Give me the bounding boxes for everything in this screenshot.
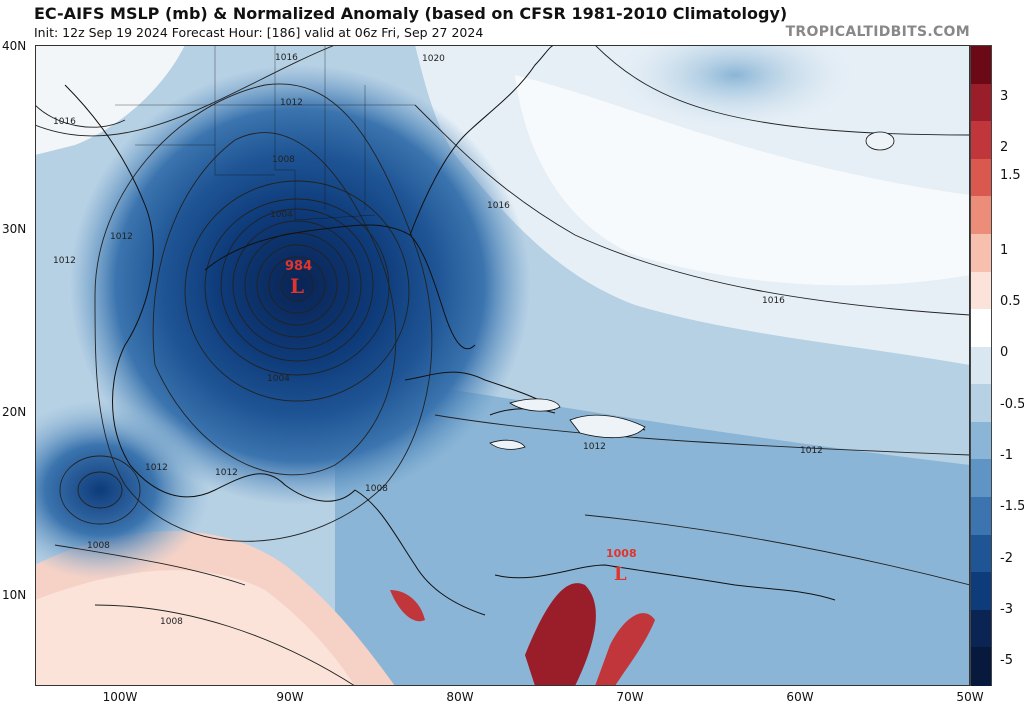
- colorbar-segment: [971, 459, 991, 499]
- lat-label-40n: 40N: [2, 39, 27, 53]
- contour-label: 1008: [272, 155, 295, 165]
- colorbar-segment: [971, 647, 991, 687]
- coastlines: [64, 45, 836, 616]
- anomaly-gulf-low: [70, 65, 530, 505]
- colorbar-segment: [971, 309, 991, 348]
- colorbar-segment: [971, 233, 991, 273]
- map-subtitle: Init: 12z Sep 19 2024 Forecast Hour: [18…: [34, 25, 484, 40]
- map-title: EC-AIFS MSLP (mb) & Normalized Anomaly (…: [34, 4, 788, 23]
- anomaly-ca-positive: [390, 590, 425, 622]
- lon-label-50w: 50W: [956, 690, 984, 704]
- contour-label: 1004: [270, 210, 293, 220]
- second-low-pressure: 1008: [606, 547, 637, 560]
- contour-label: 1008: [160, 617, 183, 627]
- contour-label: 1016: [53, 117, 76, 127]
- contour-label: 1012: [53, 256, 76, 266]
- mslp-anomaly-map: 1016 1012 1008 1004 1016 1012 1016 1012 …: [35, 45, 970, 686]
- contour-label: 1012: [215, 468, 238, 478]
- map-canvas: 1016 1012 1008 1004 1016 1012 1016 1012 …: [35, 45, 970, 686]
- lat-label-20n: 20N: [2, 405, 27, 419]
- colorbar-segment: [971, 271, 991, 311]
- contour-label: 1012: [583, 442, 606, 452]
- contour-label: 1004: [267, 374, 290, 384]
- contour-label: 1012: [280, 98, 303, 108]
- main-low-pressure: 984: [285, 259, 312, 274]
- lon-label-100w: 100W: [102, 690, 138, 704]
- colorbar-tick: 3: [1000, 89, 1009, 104]
- colorbar-segment: [971, 609, 991, 649]
- colorbar-segment: [971, 497, 991, 536]
- colorbar-segment: [971, 121, 991, 161]
- contour-label: 1008: [365, 484, 388, 494]
- anomaly-colorbar: [970, 45, 992, 687]
- colorbar-segment: [971, 572, 991, 612]
- colorbar-tick: -1.5: [1000, 499, 1024, 514]
- anomaly-pacific-white: [35, 570, 355, 686]
- lon-label-80w: 80W: [446, 690, 474, 704]
- colorbar-tick: 1: [1000, 243, 1009, 258]
- contour-label: 1012: [110, 232, 133, 242]
- anomaly-atlantic-white: [515, 75, 970, 286]
- lon-label-90w: 90W: [276, 690, 304, 704]
- state-borders: [115, 45, 415, 221]
- second-low-symbol: L: [614, 564, 627, 585]
- colorbar-segment: [971, 46, 991, 85]
- colorbar-segment: [971, 534, 991, 574]
- colorbar-tick: -3: [1000, 602, 1013, 617]
- colorbar-segment: [971, 83, 991, 123]
- contour-label: 1012: [800, 446, 823, 456]
- colorbar-tick: 1.5: [1000, 168, 1021, 183]
- colorbar-segment: [971, 421, 991, 461]
- colorbar-tick: -5: [1000, 653, 1013, 668]
- lat-label-10n: 10N: [2, 588, 27, 602]
- contour-label: 1016: [275, 53, 298, 63]
- lat-label-30n: 30N: [2, 222, 27, 236]
- colorbar-tick: 2: [1000, 140, 1009, 155]
- lon-label-70w: 70W: [616, 690, 644, 704]
- contour-label: 1020: [422, 54, 445, 64]
- anomaly-northwest-warm: [35, 45, 185, 155]
- anomaly-caribbean: [335, 375, 970, 686]
- isobar-lines: [35, 45, 970, 686]
- colorbar-tick: -1: [1000, 448, 1013, 463]
- colorbar-tick: -2: [1000, 551, 1013, 566]
- colorbar-tick: 0: [1000, 345, 1009, 360]
- colorbar-segment: [971, 196, 991, 236]
- anomaly-atlantic-low: [615, 45, 855, 130]
- main-low-symbol: L: [290, 274, 304, 298]
- contour-label: 1008: [87, 541, 110, 551]
- anomaly-sa-positive-2: [595, 613, 655, 686]
- colorbar-tick: 0.5: [1000, 294, 1021, 309]
- colorbar-segment: [971, 346, 991, 386]
- colorbar-segment: [971, 158, 991, 198]
- lon-label-60w: 60W: [786, 690, 814, 704]
- contour-label: 1016: [487, 201, 510, 211]
- colorbar-segment: [971, 384, 991, 424]
- brand-watermark: TROPICALTIDBITS.COM: [785, 24, 970, 40]
- anomaly-pacific-low: [35, 400, 210, 580]
- islands: [489, 131, 895, 450]
- contour-label: 1012: [145, 463, 168, 473]
- colorbar-tick: -0.5: [1000, 397, 1024, 412]
- contour-label: 1016: [762, 296, 785, 306]
- anomaly-sa-positive: [525, 583, 596, 686]
